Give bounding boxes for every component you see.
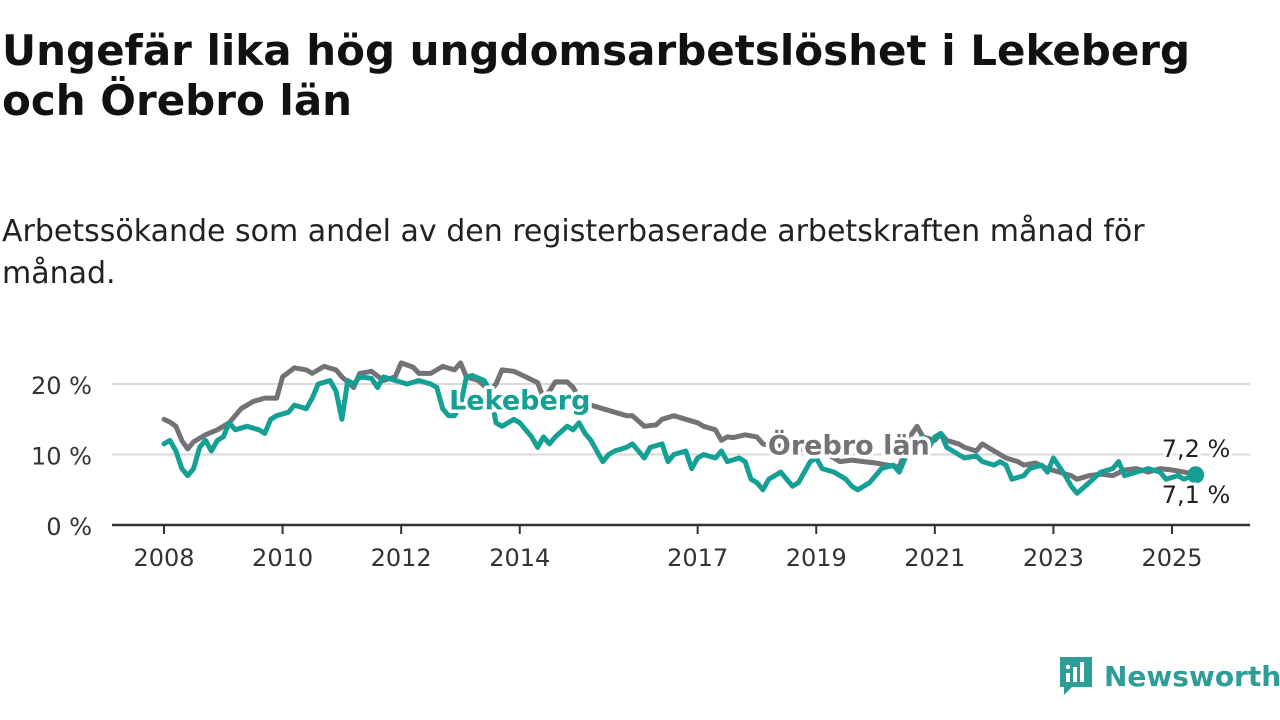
x-axis: 2008 2010 2012 2014 2017 2019 2021 2023 2025: [112, 523, 1250, 572]
x-tick-label: 2008: [133, 544, 194, 572]
x-tick-label: 2010: [252, 544, 313, 572]
series-labels: Lekeberg Örebro län 7,2 % 7,1 %: [446, 382, 1234, 512]
x-tick-label: 2017: [667, 544, 728, 572]
y-tick-label: 0 %: [46, 513, 92, 541]
x-tick-label: 2025: [1141, 544, 1202, 572]
end-label-lekeberg: 7,1 %: [1162, 481, 1231, 509]
brand-name: Newsworthy: [1104, 659, 1280, 693]
end-label-orebro: 7,2 %: [1162, 435, 1231, 463]
page-title: Ungefär lika hög ungdomsarbetslöshet i L…: [2, 26, 1191, 125]
x-tick-label: 2019: [786, 544, 847, 572]
chart-subtitle: Arbetssökande som andel av den registerb…: [2, 214, 1145, 291]
series-line--rebro-l-n: [161, 360, 1199, 482]
y-axis-ticks: 0 % 10 % 20 %: [31, 372, 92, 541]
x-tick-label: 2021: [904, 544, 965, 572]
series-annotation: Lekeberg: [449, 385, 590, 416]
x-tick-label: 2023: [1023, 544, 1084, 572]
y-tick-label: 20 %: [31, 372, 92, 400]
newsworthy-chart-icon: [1060, 657, 1092, 695]
newsworthy-logo: Newsworthy: [1058, 654, 1280, 698]
x-tick-label: 2012: [371, 544, 432, 572]
series-line-lekeberg: [161, 373, 1199, 496]
series-annotation: Örebro län: [768, 429, 930, 462]
line-chart: 0 % 10 % 20 % 2008 2010 2012 2014 2017 2019 2021…: [31, 360, 1250, 572]
y-tick-label: 10 %: [31, 443, 92, 471]
x-tick-label: 2014: [489, 544, 550, 572]
end-marker-lekeberg: [1187, 466, 1205, 484]
series-lines: [161, 360, 1199, 496]
